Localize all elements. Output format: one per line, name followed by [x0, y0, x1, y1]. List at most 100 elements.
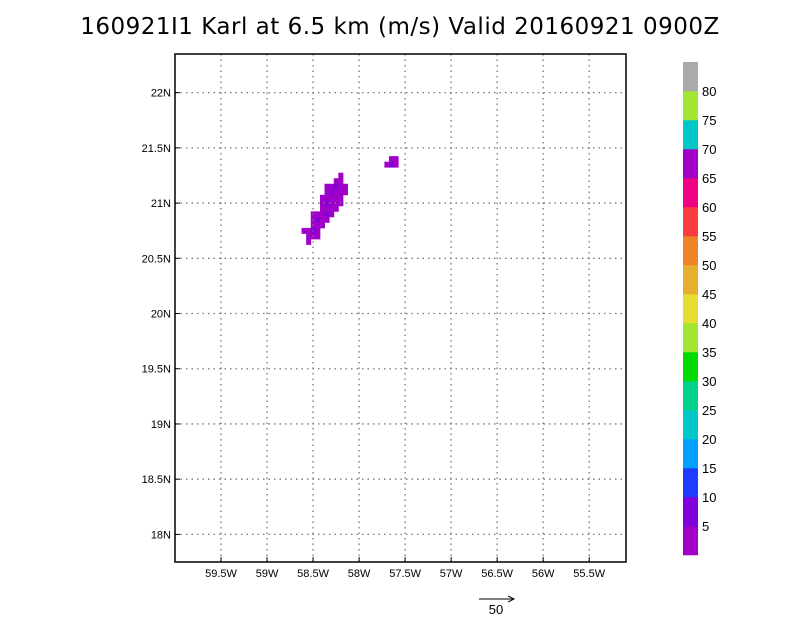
- reference-vector: 50: [479, 595, 516, 617]
- colorbar-label: 55: [702, 229, 716, 244]
- colorbar-swatch: [683, 468, 698, 498]
- colorbar-swatch: [683, 149, 698, 179]
- plot-frame: [174, 53, 627, 563]
- data-cell: [384, 161, 390, 168]
- x-tick-label: 55.5W: [573, 568, 605, 580]
- data-cell: [319, 222, 325, 229]
- colorbar-swatch: [683, 323, 698, 353]
- colorbar-label: 40: [702, 316, 716, 331]
- colorbar-swatch: [683, 352, 698, 382]
- colorbar-swatch: [683, 178, 698, 208]
- y-axis-ticks: 18N 18.5N 19N 19.5N 20N 20.5N 21N 21.5N 22N: [142, 88, 180, 541]
- colorbar-swatch: [683, 207, 698, 237]
- data-cell: [342, 183, 348, 190]
- colorbar-label: 45: [702, 287, 716, 302]
- data-cell: [338, 172, 344, 179]
- data-cell: [333, 178, 339, 185]
- colorbar-label: 70: [702, 142, 716, 157]
- colorbar-label: 25: [702, 403, 716, 418]
- y-tick-label: 21N: [151, 198, 171, 210]
- data-cell: [315, 227, 321, 234]
- x-tick-label: 57.5W: [389, 568, 421, 580]
- data-cell: [301, 227, 307, 234]
- data-cell: [324, 216, 330, 223]
- data-cell: [329, 189, 335, 196]
- colorbar-swatch: [683, 236, 698, 266]
- data-cell: [333, 183, 339, 190]
- data-cell: [393, 161, 399, 168]
- colorbar-label: 5: [702, 519, 709, 534]
- colorbar-label: 15: [702, 461, 716, 476]
- colorbar-label: 35: [702, 345, 716, 360]
- colorbar-swatch: [683, 381, 698, 411]
- colorbar-swatch: [683, 265, 698, 295]
- data-cell: [324, 189, 330, 196]
- data-cell: [315, 222, 321, 229]
- data-cell: [324, 211, 330, 218]
- colorbar-label: 30: [702, 374, 716, 389]
- data-cell: [319, 216, 325, 223]
- data-cell: [319, 194, 325, 201]
- y-tick-label: 18N: [151, 529, 171, 541]
- colorbar-swatch: [683, 439, 698, 469]
- data-cell: [388, 156, 394, 163]
- colorbar-label: 50: [702, 258, 716, 273]
- data-cell: [333, 194, 339, 201]
- data-cell: [329, 194, 335, 201]
- data-cell: [324, 194, 330, 201]
- data-cell: [338, 194, 344, 201]
- data-cell: [393, 156, 399, 163]
- data-cell: [333, 189, 339, 196]
- colorbar: 5 10 15 20 25 30 35 40 45 50 55 60 65 70 75 80: [683, 62, 716, 556]
- colorbar-label: 80: [702, 84, 716, 99]
- data-cells: [301, 156, 399, 245]
- colorbar-label: 60: [702, 200, 716, 215]
- data-cell: [306, 227, 312, 234]
- x-tick-label: 57W: [440, 568, 463, 580]
- colorbar-swatch: [683, 62, 698, 92]
- data-cell: [338, 183, 344, 190]
- x-tick-label: 58W: [348, 568, 371, 580]
- data-cell: [306, 238, 312, 245]
- data-cell: [319, 211, 325, 218]
- x-tick-label: 56W: [532, 568, 555, 580]
- y-tick-label: 18.5N: [142, 474, 171, 486]
- data-cell: [388, 161, 394, 168]
- grid-lines: [175, 54, 626, 562]
- colorbar-label: 65: [702, 171, 716, 186]
- data-cell: [315, 233, 321, 240]
- colorbar-swatch: [683, 294, 698, 324]
- x-tick-label: 56.5W: [481, 568, 513, 580]
- data-cell: [329, 200, 335, 207]
- data-cell: [333, 200, 339, 207]
- data-cell: [315, 211, 321, 218]
- data-cell: [329, 211, 335, 218]
- data-cell: [329, 205, 335, 212]
- data-cell: [338, 178, 344, 185]
- x-tick-label: 59.5W: [205, 568, 237, 580]
- colorbar-label: 75: [702, 113, 716, 128]
- data-cell: [319, 200, 325, 207]
- y-tick-label: 20N: [151, 309, 171, 321]
- data-cell: [324, 183, 330, 190]
- colorbar-swatch: [683, 497, 698, 527]
- y-tick-label: 21.5N: [142, 143, 171, 155]
- y-tick-label: 19N: [151, 419, 171, 431]
- data-cell: [324, 205, 330, 212]
- reference-vector-arrow-head: [507, 595, 516, 603]
- colorbar-swatch: [683, 526, 698, 556]
- data-cell: [324, 200, 330, 207]
- data-cell: [338, 189, 344, 196]
- data-cell: [306, 233, 312, 240]
- reference-vector-label: 50: [489, 602, 503, 617]
- data-cell: [342, 189, 348, 196]
- data-cell: [333, 205, 339, 212]
- colorbar-swatch: [683, 120, 698, 150]
- y-tick-label: 20.5N: [142, 253, 171, 265]
- data-cell: [315, 216, 321, 223]
- data-cell: [319, 205, 325, 212]
- colorbar-swatch: [683, 91, 698, 121]
- x-tick-label: 58.5W: [297, 568, 329, 580]
- data-cell: [329, 183, 335, 190]
- y-tick-label: 19.5N: [142, 364, 171, 376]
